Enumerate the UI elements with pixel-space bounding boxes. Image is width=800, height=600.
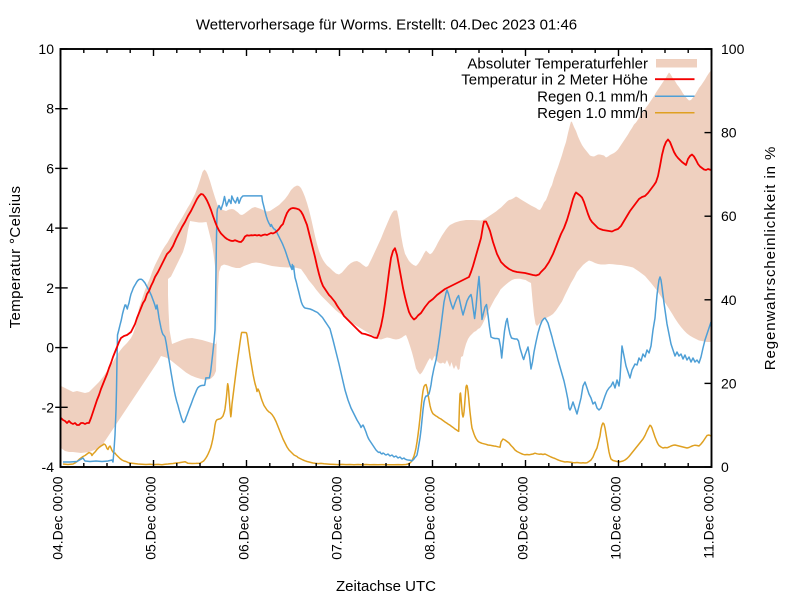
svg-text:0: 0 [46, 340, 54, 356]
svg-text:-4: -4 [42, 459, 55, 475]
svg-text:Regenwahrscheinlichkeit in %: Regenwahrscheinlichkeit in % [762, 146, 779, 370]
svg-text:40: 40 [721, 292, 737, 308]
svg-text:04.Dec 00:00: 04.Dec 00:00 [50, 476, 66, 559]
svg-text:60: 60 [721, 208, 737, 224]
svg-text:10: 10 [38, 41, 54, 57]
svg-text:8: 8 [46, 101, 54, 117]
svg-text:07.Dec 00:00: 07.Dec 00:00 [329, 476, 345, 559]
svg-text:0: 0 [721, 459, 729, 475]
svg-text:10.Dec 00:00: 10.Dec 00:00 [608, 476, 624, 559]
svg-text:Temperatur in 2 Meter Höhe: Temperatur in 2 Meter Höhe [461, 72, 648, 89]
svg-text:Temperatur °Celsius: Temperatur °Celsius [7, 186, 24, 329]
svg-text:100: 100 [721, 41, 745, 57]
svg-text:4: 4 [46, 220, 54, 236]
svg-text:2: 2 [46, 280, 54, 296]
svg-text:-2: -2 [42, 399, 55, 415]
svg-text:6: 6 [46, 160, 54, 176]
svg-text:05.Dec 00:00: 05.Dec 00:00 [143, 476, 159, 559]
svg-text:Wettervorhersage für Worms. Er: Wettervorhersage für Worms. Erstellt: 04… [196, 17, 577, 34]
svg-text:08.Dec 00:00: 08.Dec 00:00 [422, 476, 438, 559]
svg-text:Regen 1.0 mm/h: Regen 1.0 mm/h [537, 105, 648, 122]
svg-text:Regen 0.1 mm/h: Regen 0.1 mm/h [537, 89, 648, 106]
svg-text:Absoluter Temperaturfehler: Absoluter Temperaturfehler [467, 56, 648, 73]
svg-text:06.Dec 00:00: 06.Dec 00:00 [236, 476, 252, 559]
svg-text:Zeitachse UTC: Zeitachse UTC [336, 578, 436, 595]
svg-text:80: 80 [721, 125, 737, 141]
svg-text:09.Dec 00:00: 09.Dec 00:00 [515, 476, 531, 559]
svg-text:11.Dec 00:00: 11.Dec 00:00 [701, 476, 717, 558]
svg-text:20: 20 [721, 375, 737, 391]
